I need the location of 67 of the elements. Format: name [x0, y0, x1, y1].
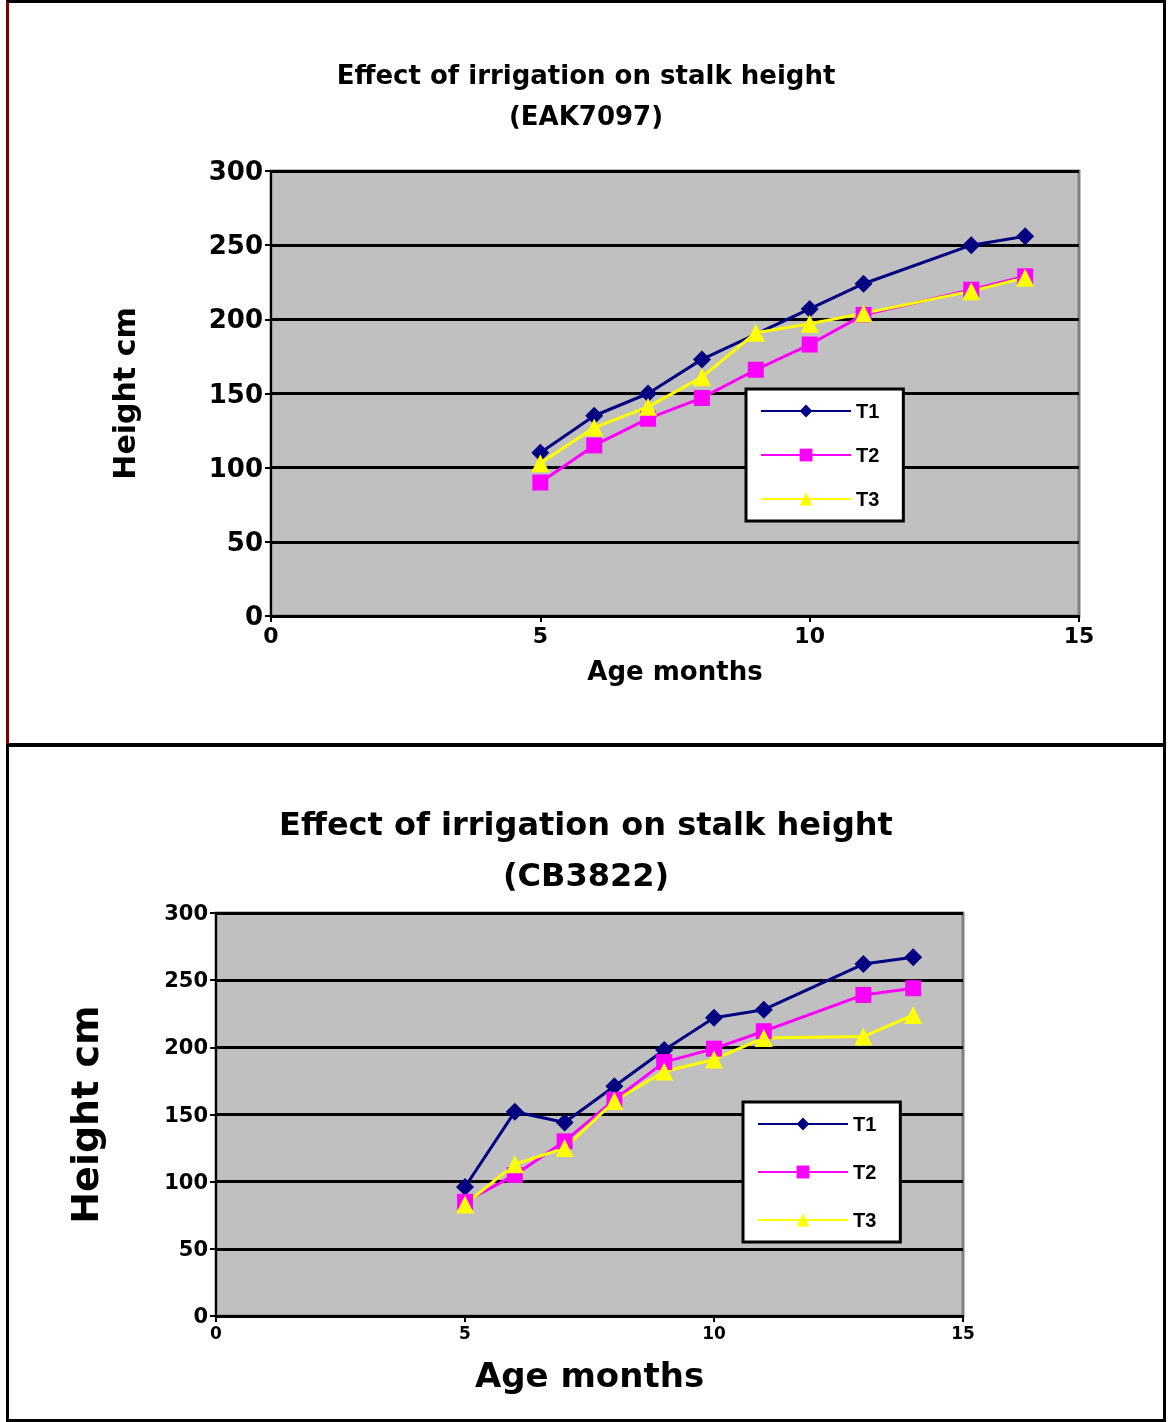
legend-label: T1	[856, 400, 880, 422]
legend-label: T3	[853, 1209, 877, 1231]
y-tick-label: 200	[164, 1035, 208, 1060]
point	[705, 1008, 723, 1027]
y-tick-label: 300	[208, 156, 263, 186]
y-tick-label: 300	[164, 901, 208, 925]
x-tick-label: 5	[532, 622, 548, 648]
point	[655, 1062, 674, 1081]
point	[905, 980, 922, 997]
point	[456, 1195, 474, 1214]
point	[854, 1027, 873, 1046]
legend-label: T2	[856, 444, 880, 466]
point	[1016, 227, 1035, 246]
y-tick-label: 200	[208, 304, 263, 335]
point	[531, 454, 550, 473]
point	[800, 299, 819, 318]
y-axis-title: Height cm	[63, 1005, 107, 1224]
point	[754, 1028, 773, 1047]
point	[555, 1113, 574, 1132]
point	[639, 384, 658, 403]
legend-label: T1	[853, 1113, 877, 1135]
y-tick-label: 250	[208, 230, 263, 261]
y-tick-label: 250	[164, 968, 208, 993]
legend-label: T3	[856, 488, 880, 510]
point	[505, 1155, 524, 1174]
point	[754, 1000, 773, 1019]
y-tick-label: 150	[164, 1102, 208, 1127]
legend-label: T2	[853, 1161, 877, 1183]
point	[585, 406, 604, 425]
x-tick-label: 15	[1063, 622, 1095, 648]
y-tick-label: 150	[208, 378, 263, 409]
point	[904, 1006, 923, 1025]
point	[746, 323, 765, 342]
point	[586, 437, 603, 454]
point	[801, 336, 818, 353]
point	[692, 350, 711, 369]
point	[532, 474, 549, 491]
x-tick-label: 0	[263, 622, 279, 648]
point	[854, 274, 873, 293]
y-tick-label: 100	[208, 452, 263, 483]
point	[747, 361, 764, 378]
point	[505, 1102, 524, 1121]
x-tick-label: 15	[951, 1322, 975, 1343]
chart-title: Effect of irrigation on stalk height (CB3822)	[279, 804, 893, 894]
point	[693, 389, 710, 406]
x-tick-label: 10	[794, 622, 825, 648]
y-tick-label: 0	[193, 1304, 208, 1328]
point	[800, 314, 819, 333]
y-axis-title: Height cm	[106, 307, 142, 480]
x-axis-title: Age months	[587, 656, 763, 686]
y-tick-label: 100	[164, 1169, 208, 1194]
point	[555, 1139, 574, 1158]
y-tick-label: 50	[226, 526, 263, 557]
chart-title: Effect of irrigation on stalk height (EAK7097)	[336, 59, 836, 132]
x-axis-title: Age months	[474, 1355, 705, 1395]
x-tick-label: 5	[459, 1322, 471, 1343]
point	[639, 397, 658, 416]
y-tick-label: 50	[178, 1236, 208, 1261]
point	[705, 1050, 723, 1069]
x-tick-label: 10	[702, 1322, 726, 1343]
point	[692, 368, 711, 387]
point	[855, 986, 872, 1003]
point	[962, 236, 981, 255]
point	[585, 418, 604, 437]
point	[706, 1040, 722, 1057]
point	[854, 955, 873, 974]
point	[904, 948, 923, 967]
